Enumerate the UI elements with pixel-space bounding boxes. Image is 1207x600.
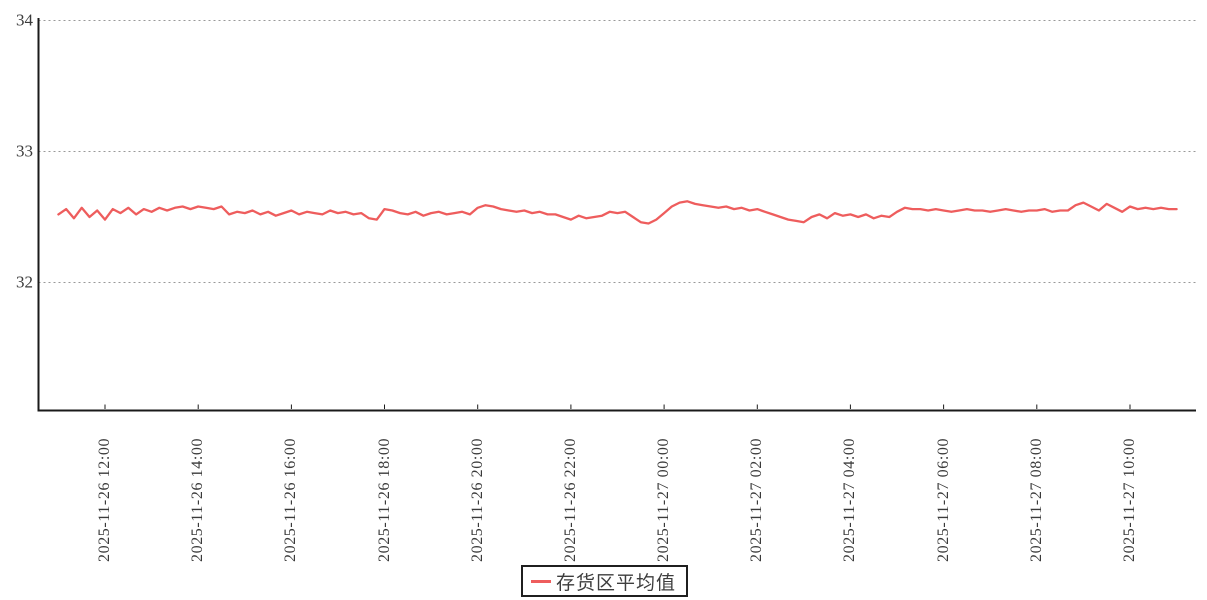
- x-axis-tick-label: 2025-11-26 18:00: [375, 437, 393, 562]
- x-axis-tick-label: 2025-11-26 22:00: [561, 437, 579, 562]
- x-axis-tick-label: 2025-11-26 14:00: [189, 437, 207, 562]
- y-axis-tick-label: 34: [16, 10, 33, 30]
- x-axis-tick-label: 2025-11-26 20:00: [468, 437, 486, 562]
- legend-series-label: 存货区平均值: [556, 572, 677, 594]
- x-axis-tick-label: 2025-11-27 06:00: [934, 437, 952, 562]
- x-axis-tick-label: 2025-11-27 10:00: [1120, 437, 1138, 562]
- x-axis-tick-label: 2025-11-27 04:00: [841, 437, 859, 562]
- x-axis-tick-label: 2025-11-27 08:00: [1027, 437, 1045, 562]
- legend-line-marker: [531, 579, 551, 583]
- legend-box: 存货区平均值: [521, 565, 689, 597]
- y-axis-tick-label: 32: [16, 272, 33, 292]
- x-axis-tick-label: 2025-11-27 00:00: [655, 437, 673, 562]
- y-axis-tick-label: 33: [16, 141, 33, 161]
- x-axis-tick-label: 2025-11-26 12:00: [95, 437, 113, 562]
- x-axis-tick-label: 2025-11-27 02:00: [748, 437, 766, 562]
- x-axis-tick-label: 2025-11-26 16:00: [282, 437, 300, 562]
